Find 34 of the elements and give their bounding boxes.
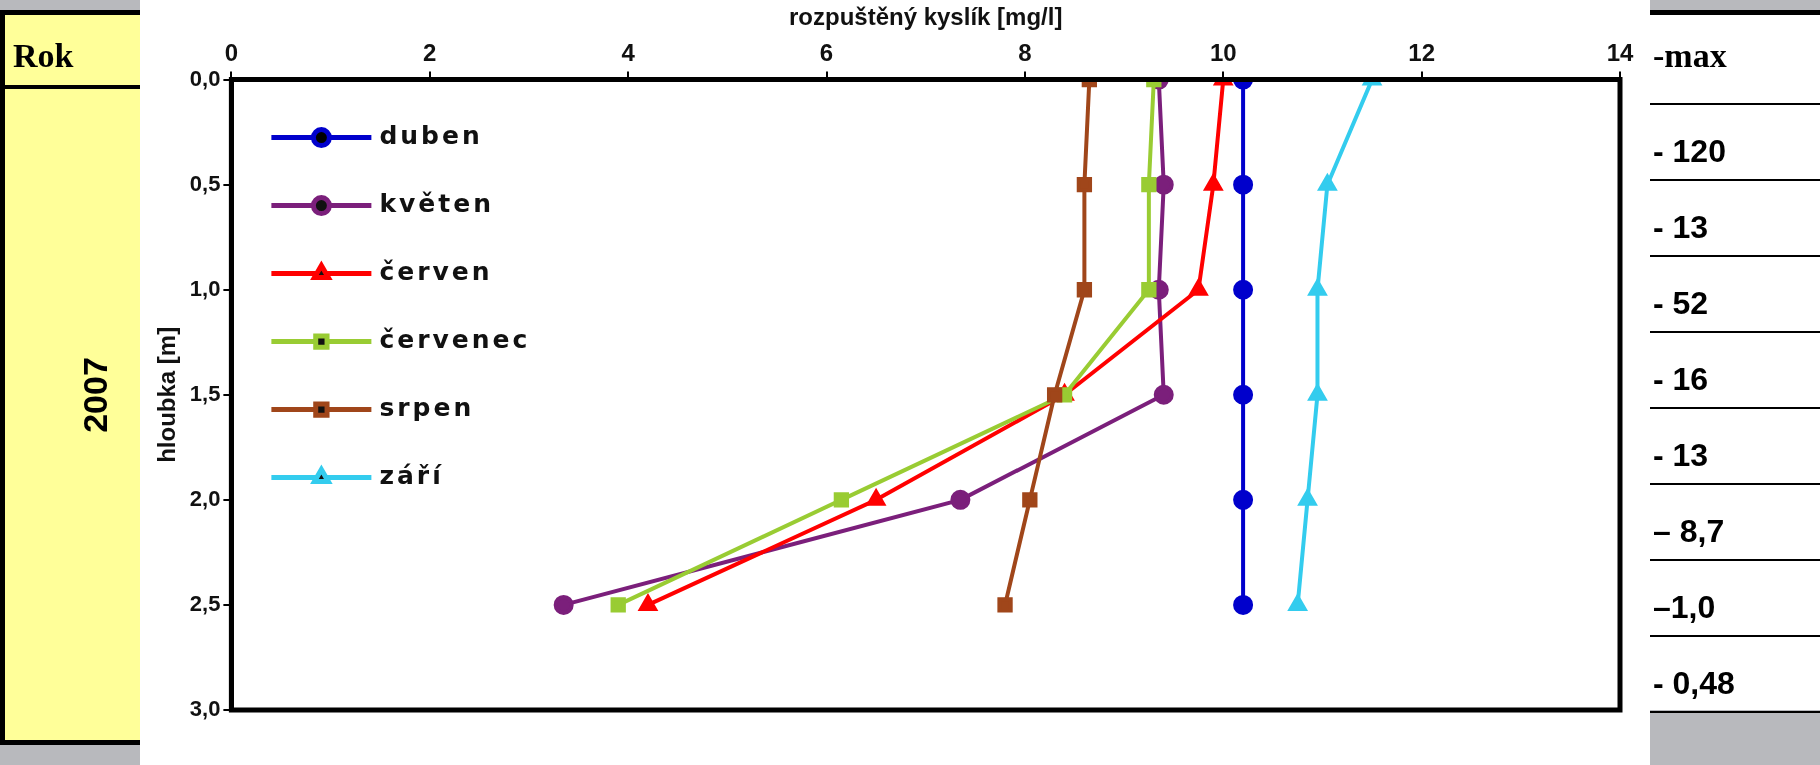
- text: - 16: [1653, 361, 1709, 398]
- text: - 13: [1653, 437, 1709, 474]
- x-tick-label: 12: [1408, 38, 1435, 66]
- y-tick-label: 2,5: [189, 591, 221, 616]
- x-axis-title: rozpuštěný kyslík [mg/l]: [788, 3, 1063, 31]
- text: - 13: [1653, 209, 1709, 246]
- text: - 52: [1653, 285, 1709, 322]
- y-tick-label: 3,0: [189, 696, 221, 722]
- x-tick-label: 4: [621, 38, 636, 66]
- text: 2007: [75, 357, 115, 433]
- legend-label: květen: [379, 189, 494, 219]
- text: -max: [1653, 37, 1727, 75]
- y-tick-label: 1,5: [189, 380, 221, 406]
- x-tick-label: 14: [1606, 38, 1634, 66]
- legend-label: červenec: [379, 325, 531, 355]
- legend-label: srpen: [379, 393, 475, 423]
- text: - 120: [1653, 133, 1726, 170]
- text: – 8,7: [1653, 513, 1725, 550]
- text: –1,0: [1653, 589, 1716, 626]
- y-tick-label: 0,5: [189, 170, 221, 196]
- y-axis-title: hloubka [m]: [153, 326, 181, 463]
- x-tick-label: 0: [224, 38, 239, 66]
- x-tick-label: 6: [819, 38, 834, 66]
- text: Rok: [13, 37, 74, 75]
- y-tick-label: 0,0: [189, 65, 221, 91]
- legend-label: červen: [379, 257, 493, 287]
- legend-label: září: [379, 461, 444, 491]
- y-tick-label: 2,0: [189, 485, 221, 511]
- text: - 0,48: [1653, 665, 1735, 702]
- x-tick-label: 2: [423, 38, 437, 66]
- legend-label: duben: [379, 121, 483, 151]
- x-tick-label: 10: [1209, 38, 1237, 66]
- y-tick-label: 1,0: [189, 275, 221, 301]
- x-tick-label: 8: [1018, 38, 1032, 66]
